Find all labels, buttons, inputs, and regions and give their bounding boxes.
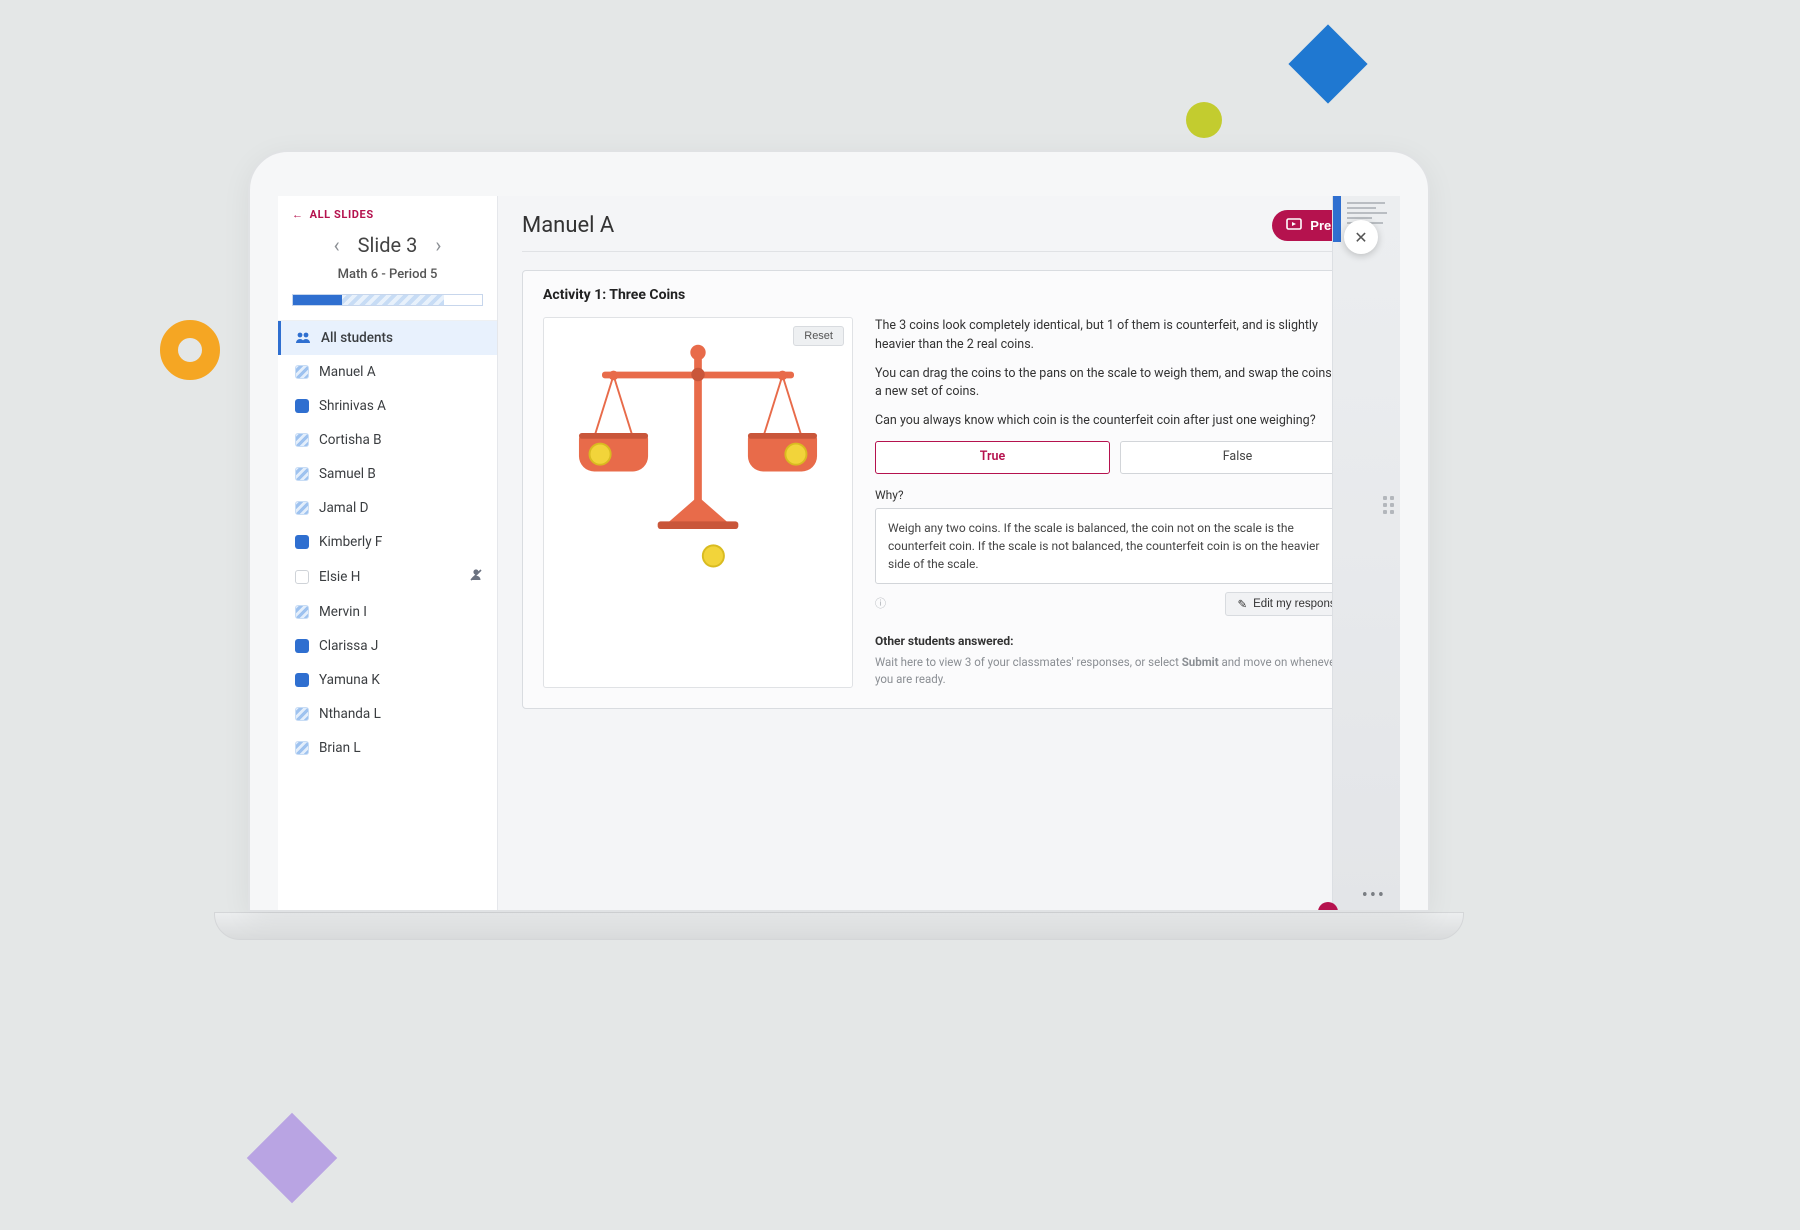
sidebar-item-label: All students <box>321 330 393 346</box>
status-swatch <box>295 535 309 549</box>
sidebar-item-student[interactable]: Manuel A <box>278 355 497 389</box>
page-title: Manuel A <box>522 213 614 238</box>
sidebar-item-student[interactable]: Elsie H <box>278 559 497 595</box>
student-name-label: Jamal D <box>319 500 368 516</box>
laptop-screen: ← ALL SLIDES ‹ Slide 3 › Math 6 - Period… <box>248 150 1430 912</box>
sidebar-item-student[interactable]: Mervin I <box>278 595 497 629</box>
sidebar-item-student[interactable]: Samuel B <box>278 457 497 491</box>
main-header: Manuel A Present <box>498 196 1400 251</box>
student-name-label: Yamuna K <box>319 672 380 688</box>
decoration-diamond-blue <box>1288 24 1367 103</box>
status-swatch <box>295 605 309 619</box>
more-icon[interactable]: ••• <box>1362 885 1386 906</box>
student-name-label: Clarissa J <box>319 638 378 654</box>
other-students-subtext: Wait here to view 3 of your classmates' … <box>875 654 1355 689</box>
why-label: Why? <box>875 486 1355 504</box>
false-button[interactable]: False <box>1120 441 1355 474</box>
activity-para-3: Can you always know which coin is the co… <box>875 412 1355 431</box>
decoration-donut-orange <box>160 320 220 380</box>
other-students-subtext-pre: Wait here to view 3 of your classmates' … <box>875 655 1182 669</box>
slide-nav: ‹ Slide 3 › <box>278 227 497 267</box>
student-name-label: Brian L <box>319 740 361 756</box>
sidebar-item-student[interactable]: Kimberly F <box>278 525 497 559</box>
muted-icon <box>469 568 483 586</box>
group-icon <box>295 331 311 345</box>
true-button[interactable]: True <box>875 441 1110 474</box>
header-divider <box>522 251 1376 252</box>
info-icon: ⓘ <box>875 596 886 613</box>
status-swatch <box>295 673 309 687</box>
preview-accent-dot <box>1318 902 1338 910</box>
right-preview-strip: ••• <box>1332 196 1400 910</box>
student-name-label: Manuel A <box>319 364 376 380</box>
balance-scale-illustration <box>554 328 842 588</box>
edit-response-label: Edit my response <box>1253 598 1342 610</box>
activity-body: Reset <box>543 317 1355 688</box>
status-swatch <box>295 570 309 584</box>
pencil-icon: ✎ <box>1238 597 1248 611</box>
activity-para-1: The 3 coins look completely identical, b… <box>875 317 1355 355</box>
student-name-label: Shrinivas A <box>319 398 386 414</box>
student-list: All students Manuel A Shrinivas A Cortisha… <box>278 320 497 910</box>
other-students-subtext-bold: Submit <box>1182 655 1219 669</box>
student-name-label: Nthanda L <box>319 706 381 722</box>
status-swatch <box>295 501 309 515</box>
sidebar-item-all-students[interactable]: All students <box>278 321 497 355</box>
decoration-diamond-lilac <box>247 1113 338 1204</box>
sidebar-item-student[interactable]: Clarissa J <box>278 629 497 663</box>
sidebar-item-student[interactable]: Shrinivas A <box>278 389 497 423</box>
status-swatch <box>295 365 309 379</box>
present-icon <box>1286 217 1302 234</box>
drag-handle-icon[interactable] <box>1383 496 1394 514</box>
progress-solid <box>293 295 342 305</box>
why-response-box: Weigh any two coins. If the scale is bal… <box>875 508 1355 584</box>
student-name-label: Elsie H <box>319 569 360 585</box>
class-name: Math 6 - Period 5 <box>278 267 497 294</box>
student-name-label: Kimberly F <box>319 534 382 550</box>
sidebar-item-student[interactable]: Brian L <box>278 731 497 765</box>
laptop-base <box>214 912 1464 940</box>
status-swatch <box>295 399 309 413</box>
student-name-label: Samuel B <box>319 466 376 482</box>
progress-bar <box>292 294 483 306</box>
student-name-label: Cortisha B <box>319 432 382 448</box>
loose-coin[interactable] <box>703 545 724 566</box>
sidebar-item-student[interactable]: Yamuna K <box>278 663 497 697</box>
all-slides-link[interactable]: ← ALL SLIDES <box>278 196 497 227</box>
decoration-dot-yellow <box>1186 102 1222 138</box>
laptop-frame: ← ALL SLIDES ‹ Slide 3 › Math 6 - Period… <box>248 150 1430 954</box>
main-panel: Manuel A Present Activity 1: Three Coins… <box>498 196 1400 910</box>
next-slide-button[interactable]: › <box>435 235 441 255</box>
status-swatch <box>295 741 309 755</box>
status-swatch <box>295 707 309 721</box>
activity-text-column: The 3 coins look completely identical, b… <box>875 317 1355 688</box>
status-swatch <box>295 467 309 481</box>
status-swatch <box>295 433 309 447</box>
sidebar-item-student[interactable]: Cortisha B <box>278 423 497 457</box>
student-name-label: Mervin I <box>319 604 367 620</box>
back-arrow-icon: ← <box>292 208 304 221</box>
activity-title: Activity 1: Three Coins <box>543 287 1355 303</box>
sidebar: ← ALL SLIDES ‹ Slide 3 › Math 6 - Period… <box>278 196 498 910</box>
prev-slide-button[interactable]: ‹ <box>334 235 340 255</box>
activity-card: Activity 1: Three Coins Reset <box>522 270 1376 709</box>
sidebar-item-student[interactable]: Jamal D <box>278 491 497 525</box>
progress-hatch <box>342 295 444 305</box>
true-false-group: True False <box>875 441 1355 474</box>
slide-title: Slide 3 <box>358 233 418 257</box>
progress-empty <box>444 295 482 305</box>
progress-bar-wrap <box>278 294 497 320</box>
reset-button[interactable]: Reset <box>793 326 844 346</box>
status-swatch <box>295 639 309 653</box>
sidebar-item-student[interactable]: Nthanda L <box>278 697 497 731</box>
close-button[interactable]: ✕ <box>1344 220 1378 254</box>
activity-para-2: You can drag the coins to the pans on th… <box>875 365 1355 403</box>
app-window: ← ALL SLIDES ‹ Slide 3 › Math 6 - Period… <box>278 196 1400 910</box>
all-slides-label: ALL SLIDES <box>310 208 374 221</box>
scale-panel: Reset <box>543 317 853 688</box>
other-students-heading: Other students answered: <box>875 632 1355 650</box>
